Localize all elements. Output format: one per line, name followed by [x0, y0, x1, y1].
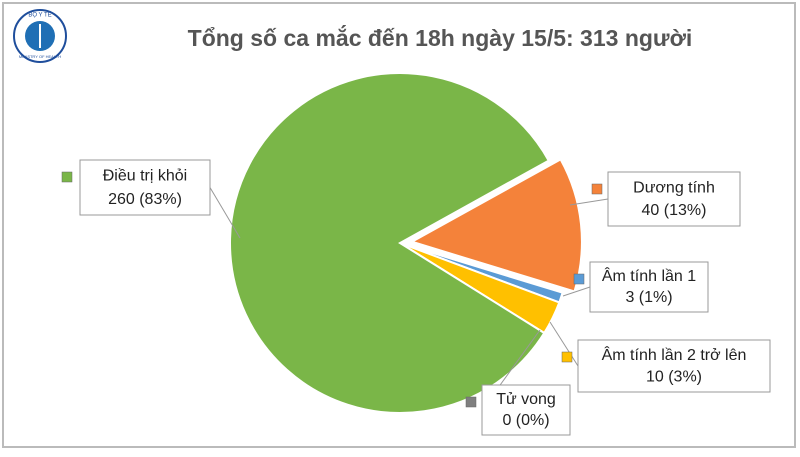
label-box [607, 171, 741, 227]
value-label: 10 (3%) [646, 369, 702, 386]
value-label: 0 (0%) [502, 412, 549, 429]
category-label: Tử vong [496, 391, 556, 408]
leader-line [209, 187, 241, 239]
leader-line [549, 321, 579, 367]
label-box [481, 384, 571, 436]
label-box [79, 159, 211, 216]
legend-swatch [591, 183, 603, 195]
category-label: Âm tính lần 2 trở lên [602, 345, 747, 364]
pie-slice [229, 72, 551, 414]
label-box [577, 339, 771, 393]
legend-swatch [465, 396, 477, 408]
leader-line [562, 286, 591, 297]
value-label: 40 (13%) [642, 202, 707, 219]
legend-swatch [561, 351, 573, 363]
legend-swatch [573, 273, 585, 285]
category-label: Điều trị khỏi [103, 168, 187, 185]
legend-swatch [61, 171, 73, 183]
leader-line [569, 198, 609, 206]
category-label: Dương tính [633, 179, 715, 196]
value-label: 3 (1%) [625, 289, 672, 306]
logo-top: BỘ Y TẾ [28, 12, 51, 19]
chart-title: Tổng số ca mắc đến 18h ngày 15/5: 313 ng… [188, 24, 693, 51]
logo-bottom: MINISTRY OF HEALTH [19, 54, 61, 59]
label-box [589, 261, 709, 313]
value-label: 260 (83%) [108, 191, 182, 208]
category-label: Âm tính lần 1 [602, 266, 696, 285]
logo: BỘ Y TẾ MINISTRY OF HEALTH [13, 9, 67, 63]
